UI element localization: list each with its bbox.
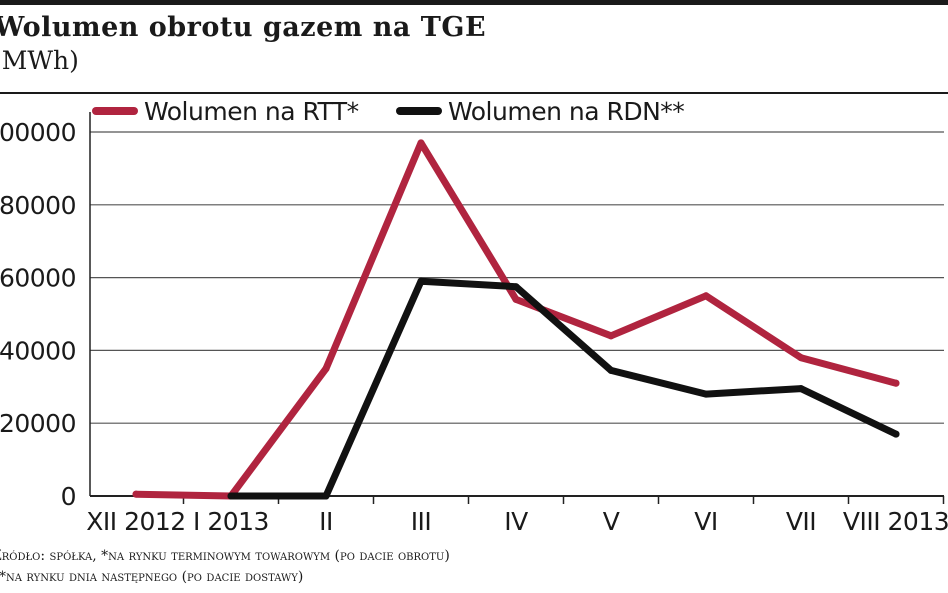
series-line-rdn [227, 277, 900, 500]
data-point-rtt [322, 365, 330, 373]
legend-swatch-rtt [92, 107, 138, 115]
data-point-rtt [797, 354, 805, 362]
x-tick-label: VII [786, 507, 816, 536]
data-point-rdn [607, 366, 615, 374]
source-line-1: Źródło: spółka, *na rynku terminowym tow… [0, 548, 450, 564]
y-tick-label: 0 [61, 482, 76, 511]
x-tick-label: II [319, 507, 333, 536]
data-point-rtt [132, 490, 140, 498]
plot-top-rule [0, 92, 948, 94]
y-tick-label: 100000 [0, 118, 76, 147]
legend-item-rdn: Wolumen na RDN** [396, 96, 685, 126]
source-note: Źródło: spółka, *na rynku terminowym tow… [0, 546, 450, 588]
data-point-rtt [892, 379, 900, 387]
y-tick-label: 40000 [0, 336, 76, 365]
y-tick-label: 80000 [0, 191, 76, 220]
y-tick-label: 60000 [0, 264, 76, 293]
data-point-rdn [417, 277, 425, 285]
data-point-rdn [892, 430, 900, 438]
x-tick-label: V [603, 507, 620, 536]
x-tick-label: VI [694, 507, 717, 536]
data-point-rtt [607, 332, 615, 340]
data-point-rdn [512, 283, 520, 291]
data-point-rtt [512, 295, 520, 303]
legend-label-rdn: Wolumen na RDN** [448, 96, 685, 126]
top-rule [0, 0, 948, 5]
data-point-rdn [702, 390, 710, 398]
data-point-rdn [797, 385, 805, 393]
legend-label-rtt: Wolumen na RTT* [144, 96, 359, 126]
x-tick-label: I 2013 [193, 507, 269, 536]
series-line-rtt [132, 139, 900, 500]
x-tick-label: XII 2012 [86, 507, 185, 536]
chart-unit-label: (MWh) [0, 46, 79, 75]
legend-item-rtt: Wolumen na RTT* [92, 96, 359, 126]
data-point-rtt [702, 292, 710, 300]
x-tick-label: VIII 2013 [843, 507, 948, 536]
data-point-rdn [322, 492, 330, 500]
source-line-2: **na rynku dnia następnego (po dacie dos… [0, 569, 304, 585]
data-point-rdn [227, 492, 235, 500]
x-tick-label: III [411, 507, 432, 536]
y-tick-label: 20000 [0, 409, 76, 438]
data-point-rtt [417, 139, 425, 147]
chart-title: Wolumen obrotu gazem na TGE [0, 12, 487, 43]
x-tick-label: IV [504, 507, 528, 536]
legend-swatch-rdn [396, 107, 442, 115]
